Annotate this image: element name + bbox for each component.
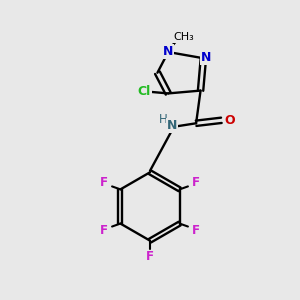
Text: O: O (224, 114, 235, 127)
Text: N: N (163, 45, 173, 58)
Text: N: N (201, 51, 211, 64)
Text: H: H (159, 113, 168, 126)
Text: F: F (100, 176, 108, 189)
Text: CH₃: CH₃ (174, 32, 194, 42)
Text: F: F (192, 176, 200, 189)
Text: F: F (192, 224, 200, 237)
Text: Cl: Cl (138, 85, 151, 98)
Text: N: N (167, 119, 177, 132)
Text: F: F (146, 250, 154, 263)
Text: F: F (100, 224, 108, 237)
